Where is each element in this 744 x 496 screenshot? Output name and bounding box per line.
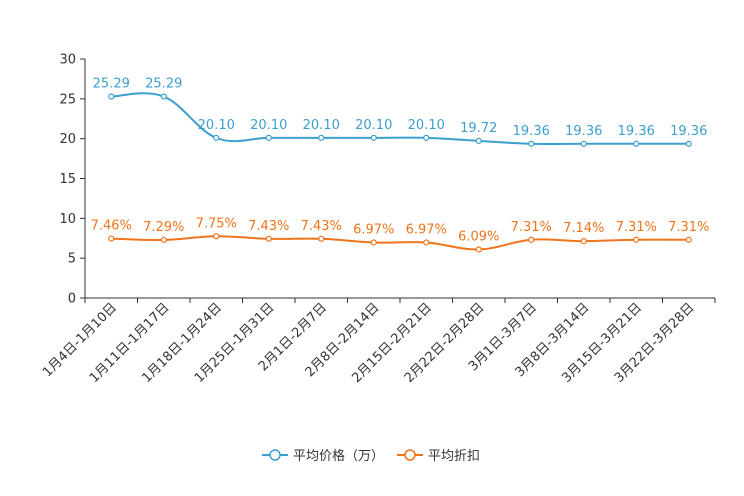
discount-point [580,238,587,245]
discount-data-label: 7.31% [616,220,657,235]
price-point [160,93,167,100]
legend-marker [404,449,416,461]
legend-label-discount: 平均折扣 [428,449,480,464]
series-lines [108,92,692,253]
price-data-label: 20.10 [355,118,392,133]
discount-series-line [111,235,689,251]
discount-data-label: 6.09% [458,229,499,244]
y-tick-label: 0 [68,292,76,307]
price-point [213,134,220,141]
price-data-label: 25.29 [145,77,182,92]
price-point [633,140,640,147]
price-data-label: 20.10 [408,118,445,133]
price-point [528,140,535,147]
price-data-label: 20.10 [250,118,287,133]
price-data-label: 25.29 [93,77,130,92]
discount-point [633,236,640,243]
price-data-label: 19.36 [670,124,707,139]
discount-point [370,239,377,246]
discount-point [213,233,220,240]
price-point [685,140,692,147]
discount-data-label: 6.97% [406,222,447,237]
y-tick-label: 20 [59,132,76,147]
discount-data-label: 6.97% [353,222,394,237]
y-tick-label: 5 [68,252,76,267]
discount-data-label: 7.14% [563,221,604,236]
discount-data-label: 7.31% [668,220,709,235]
price-data-label: 19.36 [565,124,602,139]
discount-data-label: 7.46% [91,219,132,234]
price-point [265,134,272,141]
price-data-label: 20.10 [198,118,235,133]
price-data-label: 20.10 [303,118,340,133]
discount-point [318,235,325,242]
price-data-label: 19.36 [513,124,550,139]
discount-point [475,246,482,253]
price-data-label: 19.72 [460,121,497,136]
y-tick-label: 15 [59,172,76,187]
discount-point [685,236,692,243]
price-point [475,137,482,144]
discount-data-label: 7.31% [511,220,552,235]
price-point [423,134,430,141]
discount-point [528,236,535,243]
data-labels: 25.29 25.29 20.10 20.10 20.10 20.10 20.10 19.72… [91,77,710,245]
price-series-line [111,92,689,145]
discount-point [108,235,115,242]
price-point [318,134,325,141]
y-tick-label: 30 [59,53,76,68]
discount-point [423,239,430,246]
discount-data-label: 7.43% [248,219,289,234]
y-tick-label: 25 [59,92,76,107]
price-point [580,140,587,147]
legend: 平均价格（万） 平均折扣 [262,448,480,464]
legend-label-price: 平均价格（万） [293,448,384,464]
discount-data-label: 7.43% [301,219,342,234]
discount-data-label: 7.29% [143,220,184,235]
axes: 0510152025301月4日-1月10日1月11日-1月17日1月18日-1… [40,53,716,386]
price-point [108,93,115,100]
legend-marker [269,449,281,461]
price-point [370,134,377,141]
discount-point [160,236,167,244]
price-data-label: 19.36 [618,124,655,139]
discount-data-label: 7.75% [196,216,237,231]
y-tick-label: 10 [59,212,76,227]
discount-point [265,235,272,242]
